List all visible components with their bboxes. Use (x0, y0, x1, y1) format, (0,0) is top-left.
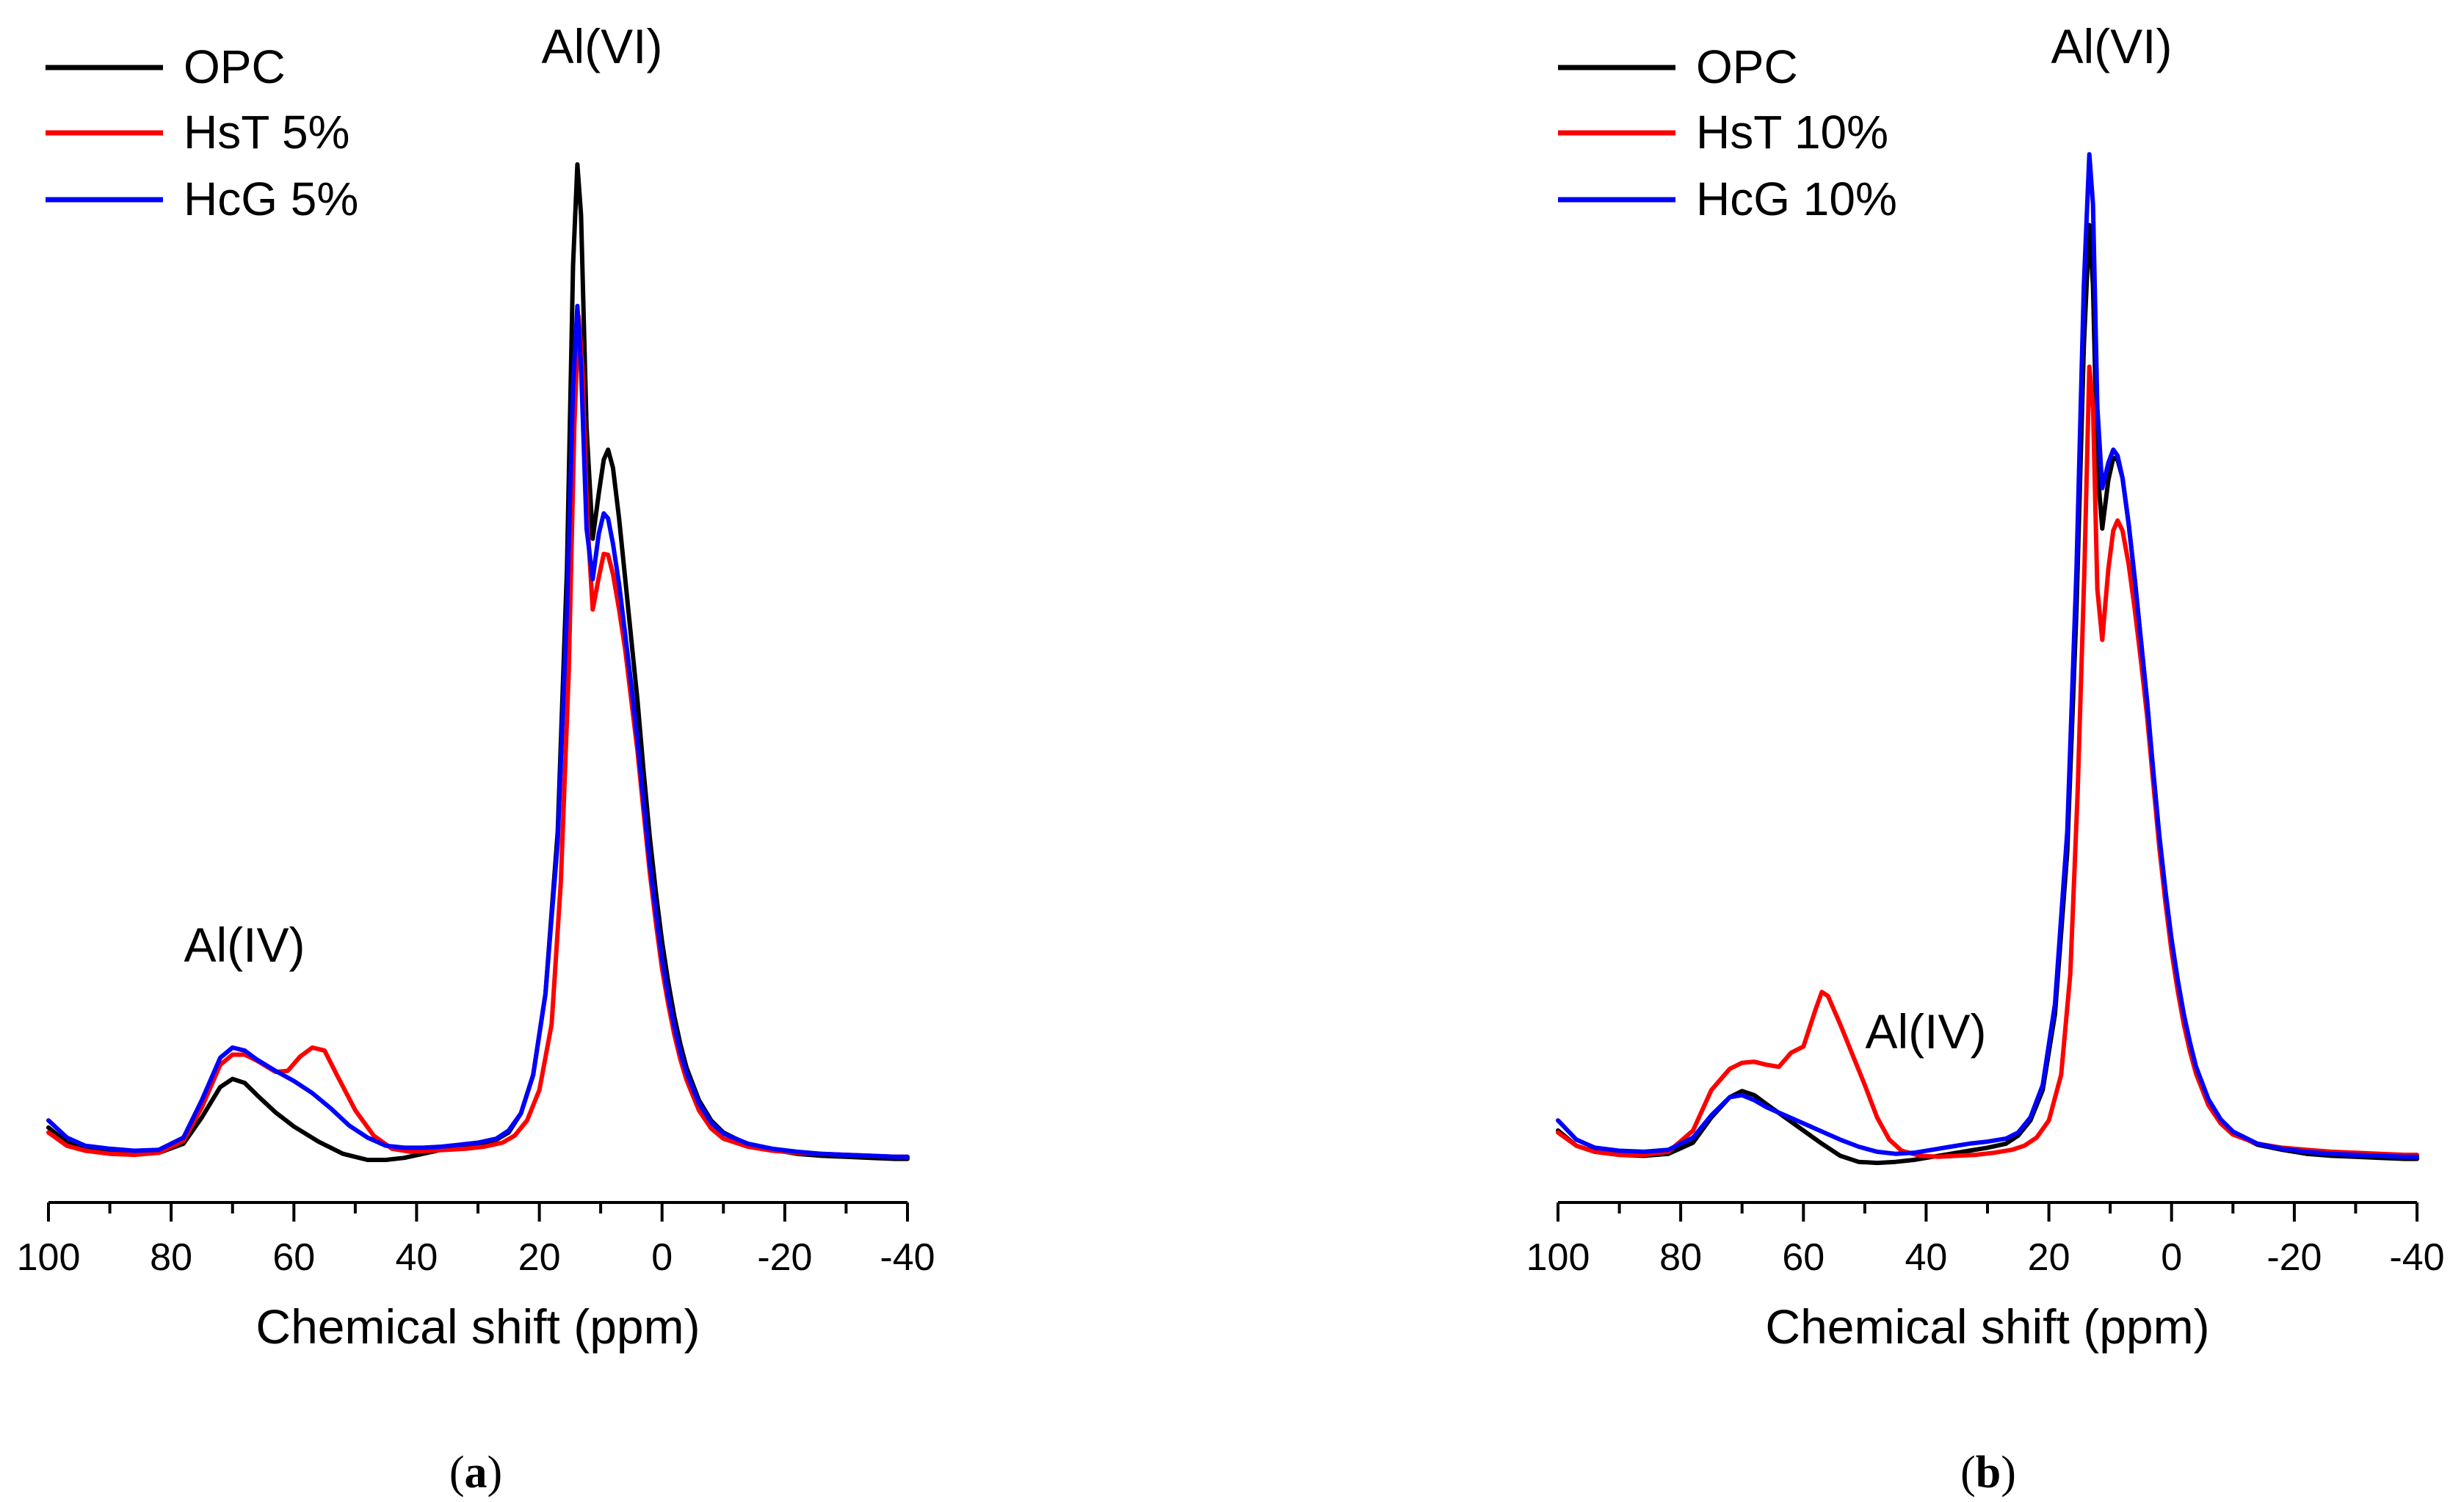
x-tick-label: -40 (2389, 1236, 2444, 1279)
series-line-opc (1556, 222, 2419, 1166)
series-line-opc (46, 162, 910, 1162)
legend-label-hst: HsT 10% (1696, 106, 1888, 159)
panel-a-ticks: 100 80 60 40 20 0 -20 -40 (17, 1202, 935, 1279)
panel-b-legend: OPC HsT 10% HcG 10% (1558, 40, 1897, 225)
x-tick-label: -20 (2266, 1236, 2322, 1279)
series-line-hcg-10 (1556, 152, 2419, 1159)
series-line-hst-5 (46, 313, 910, 1159)
x-tick-label: 80 (150, 1236, 192, 1279)
x-tick-label: -20 (757, 1236, 812, 1279)
panel-a: 100 80 60 40 20 0 -20 -40 Chemical shift (ppm) … (17, 19, 935, 1498)
legend-label-hcg: HcG 10% (1696, 173, 1897, 225)
panel-a-caption: (a) (449, 1448, 502, 1498)
panel-a-annotation-aliv: Al(IV) (184, 918, 305, 972)
x-tick-label: 20 (2028, 1236, 2070, 1279)
panel-b-annotation-aliv: Al(IV) (1866, 1004, 1987, 1059)
panel-a-series (46, 162, 910, 1162)
x-tick-label: 40 (1905, 1236, 1947, 1279)
x-tick-label: 0 (651, 1236, 673, 1279)
series-line-hcg-5 (46, 303, 910, 1159)
panel-a-xlabel: Chemical shift (ppm) (256, 1299, 700, 1354)
panel-a-legend: OPC HsT 5% HcG 5% (46, 40, 358, 225)
panel-b-annotation-alvi: Al(VI) (2051, 19, 2173, 73)
x-tick-label: 80 (1659, 1236, 1702, 1279)
panel-b: 100 80 60 40 20 0 -20 -40 Chemical shift (ppm) … (1526, 19, 2445, 1498)
panel-b-caption: (b) (1960, 1448, 2016, 1498)
series-line-hst-10 (1556, 364, 2419, 1159)
legend-label-opc: OPC (1696, 40, 1798, 93)
x-tick-label: 60 (1782, 1236, 1825, 1279)
panel-b-caption-letter: b (1976, 1448, 2001, 1498)
x-tick-label: 100 (1526, 1236, 1590, 1279)
x-tick-label: 0 (2161, 1236, 2182, 1279)
x-tick-label: -40 (880, 1236, 935, 1279)
x-tick-label: 40 (395, 1236, 438, 1279)
legend-label-hst: HsT 5% (184, 106, 349, 159)
x-tick-label: 100 (17, 1236, 81, 1279)
panel-a-annotation-alvi: Al(VI) (542, 19, 663, 73)
legend-label-opc: OPC (184, 40, 286, 93)
x-tick-label: 60 (272, 1236, 315, 1279)
panel-b-xlabel: Chemical shift (ppm) (1765, 1299, 2209, 1354)
x-tick-label: 20 (518, 1236, 561, 1279)
panel-a-caption-letter: a (465, 1448, 488, 1498)
legend-label-hcg: HcG 5% (184, 173, 358, 225)
panel-b-series (1556, 152, 2419, 1166)
panel-b-ticks: 100 80 60 40 20 0 -20 -40 (1526, 1202, 2445, 1279)
